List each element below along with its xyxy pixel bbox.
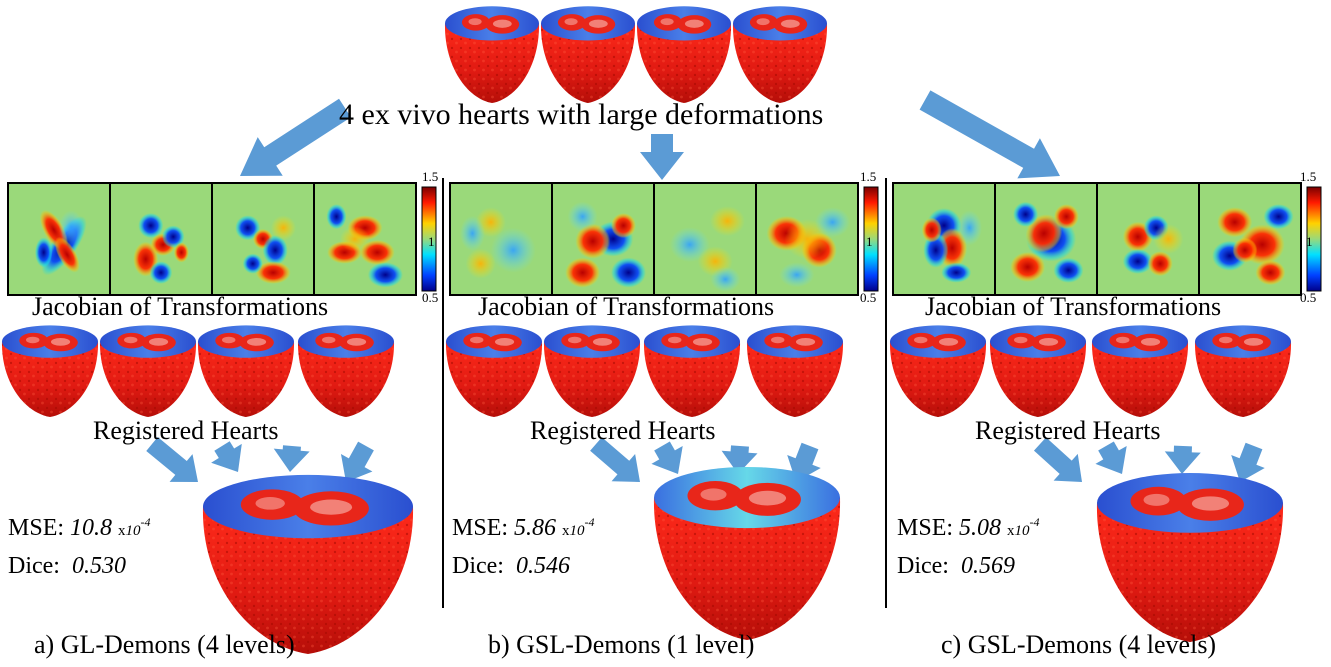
- colorbar: [1306, 186, 1322, 292]
- mse-readout: MSE: 10.8 x10-4: [8, 516, 151, 540]
- jacobian-tile: [552, 183, 654, 295]
- mse-unit-base: 10: [1014, 523, 1030, 539]
- average-heart-icon: [653, 466, 841, 640]
- jacobian-tile: [314, 183, 416, 295]
- jacobian-tile: [654, 183, 756, 295]
- registered-heart-icon: [99, 325, 197, 417]
- registered-heart-icon: [889, 325, 987, 417]
- jacobian-map: [449, 182, 859, 296]
- jacobian-label: Jacobian of Transformations: [925, 292, 1222, 321]
- registered-heart-icon: [297, 325, 395, 417]
- heart-icon: [732, 6, 828, 103]
- jacobian-label: Jacobian of Transformations: [478, 292, 775, 321]
- registered-hearts-label: Registered Hearts: [530, 416, 716, 445]
- colorbar-min-label: 0.5: [422, 290, 439, 305]
- colorbar-max-label: 1.5: [860, 169, 877, 184]
- colorbar-min-label: 0.5: [1300, 290, 1317, 305]
- registered-heart-icon: [543, 325, 641, 417]
- mse-unit-base: 10: [125, 523, 141, 539]
- colorbar-max-label: 1.5: [1300, 169, 1317, 184]
- colorbar-mid-label: 1: [428, 234, 435, 249]
- jacobian-tile: [756, 183, 858, 295]
- dice-readout: Dice: 0.569: [897, 554, 1015, 578]
- mse-readout: MSE: 5.86 x10-4: [452, 516, 595, 540]
- heart-icon: [540, 6, 636, 103]
- mse-unit-exponent: -4: [140, 515, 151, 529]
- registered-heart-icon: [746, 325, 844, 417]
- panel-caption: a) GL-Demons (4 levels): [34, 630, 295, 659]
- panel-caption: b) GSL-Demons (1 level): [488, 630, 755, 659]
- colorbar-min-label: 0.5: [860, 290, 877, 305]
- registered-heart-icon: [1, 325, 99, 417]
- arrow-icon: [1164, 445, 1201, 474]
- dice-value: 0.569: [960, 553, 1015, 579]
- jacobian-tile: [1097, 183, 1199, 295]
- heart-icon: [444, 6, 540, 103]
- average-heart-icon: [202, 474, 414, 654]
- heart-icon: [636, 6, 732, 103]
- jacobian-label: Jacobian of Transformations: [32, 292, 329, 321]
- registered-heart-icon: [197, 325, 295, 417]
- registered-heart-icon: [643, 325, 741, 417]
- average-heart-icon: [1096, 473, 1284, 642]
- arrow-icon: [1033, 437, 1082, 482]
- colorbar: [421, 186, 437, 292]
- arrow-icon: [640, 134, 684, 180]
- colorbar-mid-label: 1: [1306, 234, 1313, 249]
- registered-heart-icon: [1194, 325, 1292, 417]
- jacobian-map: [7, 182, 417, 296]
- mse-label: MSE:: [897, 515, 954, 541]
- mse-unit-exponent: -4: [584, 515, 595, 529]
- arrow-icon: [721, 445, 758, 474]
- arrow-icon: [240, 98, 351, 176]
- dice-label: Dice:: [8, 553, 60, 579]
- mse-unit-x: x: [562, 523, 570, 539]
- jacobian-tile: [1199, 183, 1301, 295]
- arrow-icon: [211, 441, 242, 472]
- registered-heart-icon: [989, 325, 1087, 417]
- registered-heart-icon: [445, 325, 543, 417]
- registered-hearts-label: Registered Hearts: [93, 416, 279, 445]
- dice-value: 0.530: [71, 553, 126, 579]
- mse-value: 5.08: [959, 515, 1002, 541]
- arrow-icon: [146, 437, 198, 482]
- dice-label: Dice:: [897, 553, 949, 579]
- jacobian-tile: [893, 183, 995, 295]
- arrow-icon: [273, 445, 310, 472]
- jacobian-tile: [995, 183, 1097, 295]
- jacobian-map: [892, 182, 1302, 296]
- dice-value: 0.546: [515, 553, 570, 579]
- dice-label: Dice:: [452, 553, 504, 579]
- arrow-icon: [651, 441, 683, 474]
- arrow-icon: [919, 90, 1060, 179]
- colorbar-max-label: 1.5: [422, 169, 439, 184]
- registered-heart-icon: [1091, 325, 1189, 417]
- dice-readout: Dice: 0.546: [452, 554, 570, 578]
- jacobian-tile: [8, 183, 110, 295]
- arrow-icon: [340, 441, 374, 482]
- jacobian-tile: [110, 183, 212, 295]
- colorbar-mid-label: 1: [866, 234, 873, 249]
- jacobian-tile: [212, 183, 314, 295]
- mse-value: 10.8: [70, 515, 113, 541]
- mse-label: MSE:: [8, 515, 65, 541]
- mse-readout: MSE: 5.08 x10-4: [897, 516, 1040, 540]
- mse-value: 5.86: [514, 515, 557, 541]
- jacobian-tile: [450, 183, 552, 295]
- figure-title: 4 ex vivo hearts with large deformations: [339, 98, 824, 131]
- colorbar: [863, 186, 879, 292]
- arrow-icon: [590, 437, 640, 482]
- arrow-icon: [1095, 441, 1127, 474]
- mse-unit-base: 10: [569, 523, 585, 539]
- mse-unit-x: x: [118, 523, 126, 539]
- arrow-icon: [1231, 442, 1265, 482]
- dice-readout: Dice: 0.530: [8, 554, 126, 578]
- mse-unit-exponent: -4: [1029, 515, 1040, 529]
- mse-label: MSE:: [452, 515, 509, 541]
- registered-hearts-label: Registered Hearts: [975, 416, 1161, 445]
- mse-unit-x: x: [1007, 523, 1015, 539]
- panel-caption: c) GSL-Demons (4 levels): [941, 630, 1217, 659]
